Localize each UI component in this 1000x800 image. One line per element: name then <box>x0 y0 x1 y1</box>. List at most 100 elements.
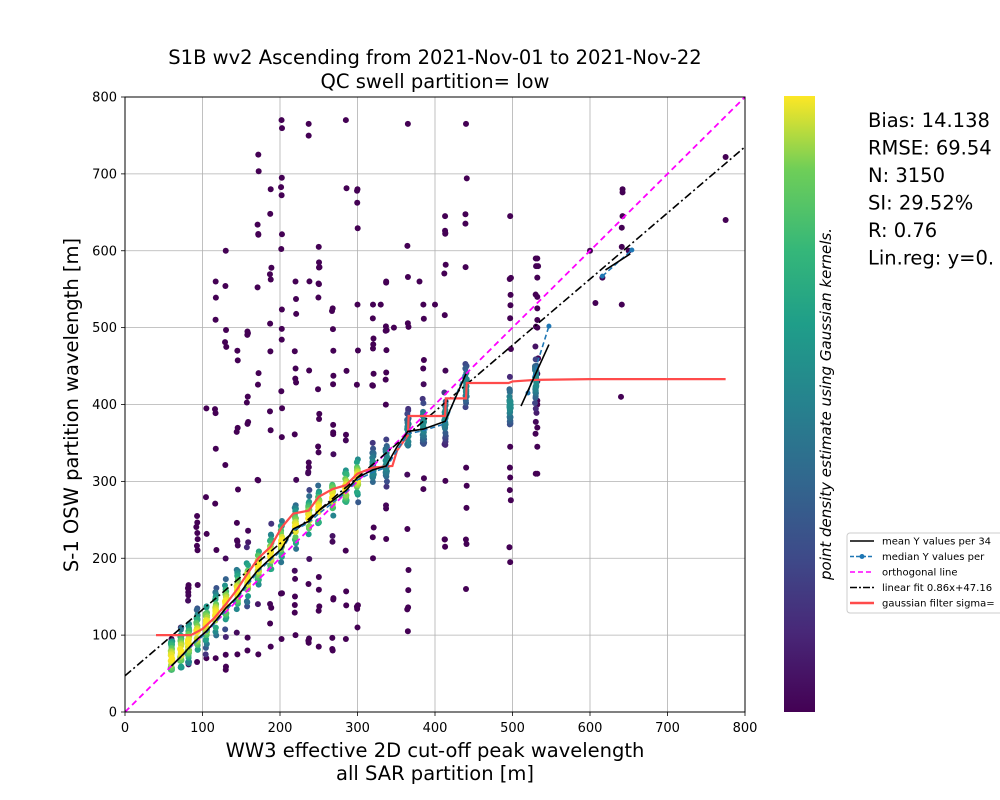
scatter-point <box>315 607 322 614</box>
scatter-point <box>316 259 323 266</box>
scatter-point <box>420 301 427 308</box>
scatter-point <box>507 315 514 322</box>
scatter-point <box>212 500 219 507</box>
scatter-point <box>223 327 230 334</box>
scatter-point <box>354 225 361 232</box>
scatter-point <box>462 264 469 271</box>
scatter-point <box>463 464 470 471</box>
scatter-point <box>194 512 201 519</box>
scatter-point <box>203 405 210 412</box>
scatter-point <box>184 639 191 646</box>
scatter-point <box>315 449 322 456</box>
scatter-point <box>533 323 540 330</box>
scatter-point <box>432 301 438 308</box>
scatter-point <box>463 120 469 127</box>
stat-line: RMSE: 69.54 <box>868 137 992 160</box>
x-axis-label-line1: WW3 effective 2D cut-off peak wavelength <box>226 739 645 762</box>
scatter-point <box>292 632 299 639</box>
scatter-point <box>233 629 240 636</box>
stats-text: Bias: 14.138 RMSE: 69.54 N: 3150 SI: 29.52%… <box>868 109 994 270</box>
scatter-point <box>405 587 412 594</box>
scatter-point <box>370 370 377 377</box>
scatter-point <box>506 464 513 471</box>
scatter-point <box>342 117 349 124</box>
legend-label: median Y values per <box>882 552 985 563</box>
scatter-point <box>212 655 219 662</box>
scatter-point <box>507 302 514 309</box>
scatter-point <box>329 538 336 545</box>
scatter-point <box>369 315 376 322</box>
scatter-point <box>404 273 411 280</box>
legend-swatch-marker <box>859 554 865 559</box>
scatter-point <box>278 635 285 642</box>
gaussian-filter-line <box>156 378 726 637</box>
scatter-point <box>353 459 360 466</box>
scatter-point <box>278 231 285 238</box>
scatter-point <box>592 300 599 307</box>
x-tick-label: 200 <box>268 721 293 736</box>
scatter-point <box>254 381 261 388</box>
scatter-point <box>383 478 390 485</box>
scatter-point <box>404 471 411 478</box>
scatter-point <box>416 278 423 285</box>
scatter-point <box>305 459 312 466</box>
scatter-point <box>233 428 240 435</box>
scatter-point <box>291 601 298 608</box>
scatter-point <box>315 294 322 301</box>
scatter-point <box>355 499 362 506</box>
scatter-point <box>532 356 539 363</box>
y-tick-label: 0 <box>109 706 117 721</box>
legend-label: linear fit 0.86x+47.16 <box>882 583 992 594</box>
y-tick-label: 400 <box>92 398 117 413</box>
scatter-point <box>462 211 469 218</box>
y-tick-label: 800 <box>92 91 117 106</box>
scatter-point <box>243 544 250 551</box>
scatter-point <box>255 151 262 158</box>
scatter-point <box>222 626 229 633</box>
scatter-point <box>342 547 349 554</box>
scatter-point <box>292 534 299 541</box>
x-tick-label: 700 <box>655 721 680 736</box>
scatter-point <box>267 620 274 627</box>
scatter-point <box>305 531 312 538</box>
scatter-point <box>383 436 390 443</box>
scatter-point <box>315 281 322 288</box>
scatter-point <box>618 243 625 250</box>
scatter-point <box>354 301 361 308</box>
scatter-point <box>532 291 539 298</box>
y-axis-ticks: 0 100 200 300 400 500 600 700 800 <box>92 91 125 721</box>
scatter-point <box>194 581 201 588</box>
scatter-point <box>532 399 539 406</box>
scatter-point <box>255 651 262 658</box>
y-tick-label: 500 <box>92 321 117 336</box>
scatter-point <box>278 174 285 181</box>
scatter-point <box>329 645 336 652</box>
scatter-point <box>330 421 337 428</box>
scatter-point <box>203 530 210 537</box>
scatter-point <box>404 525 411 532</box>
scatter-point <box>441 536 448 543</box>
scatter-point <box>278 517 285 524</box>
scatter-point <box>222 283 229 290</box>
series-lines <box>125 97 745 712</box>
scatter-point <box>330 381 337 388</box>
scatter-point <box>193 542 200 549</box>
median-marker <box>629 247 635 253</box>
scatter-point <box>420 486 427 493</box>
x-axis-ticks: 0 100 200 300 400 500 600 700 800 <box>121 712 757 736</box>
scatter-point <box>382 376 389 383</box>
scatter-point <box>267 427 274 434</box>
scatter-point <box>222 247 229 254</box>
scatter-point <box>534 443 541 450</box>
scatter-point <box>222 339 229 346</box>
scatter-point <box>278 125 285 132</box>
scatter-point <box>463 541 470 548</box>
scatter-point <box>278 306 285 313</box>
scatter-point <box>291 593 298 600</box>
stat-line: Bias: 14.138 <box>868 109 990 132</box>
scatter-point <box>383 369 390 376</box>
scatter-point <box>233 606 240 613</box>
scatter-point <box>278 336 285 343</box>
scatter-point <box>506 373 513 380</box>
scatter-point <box>234 542 241 549</box>
